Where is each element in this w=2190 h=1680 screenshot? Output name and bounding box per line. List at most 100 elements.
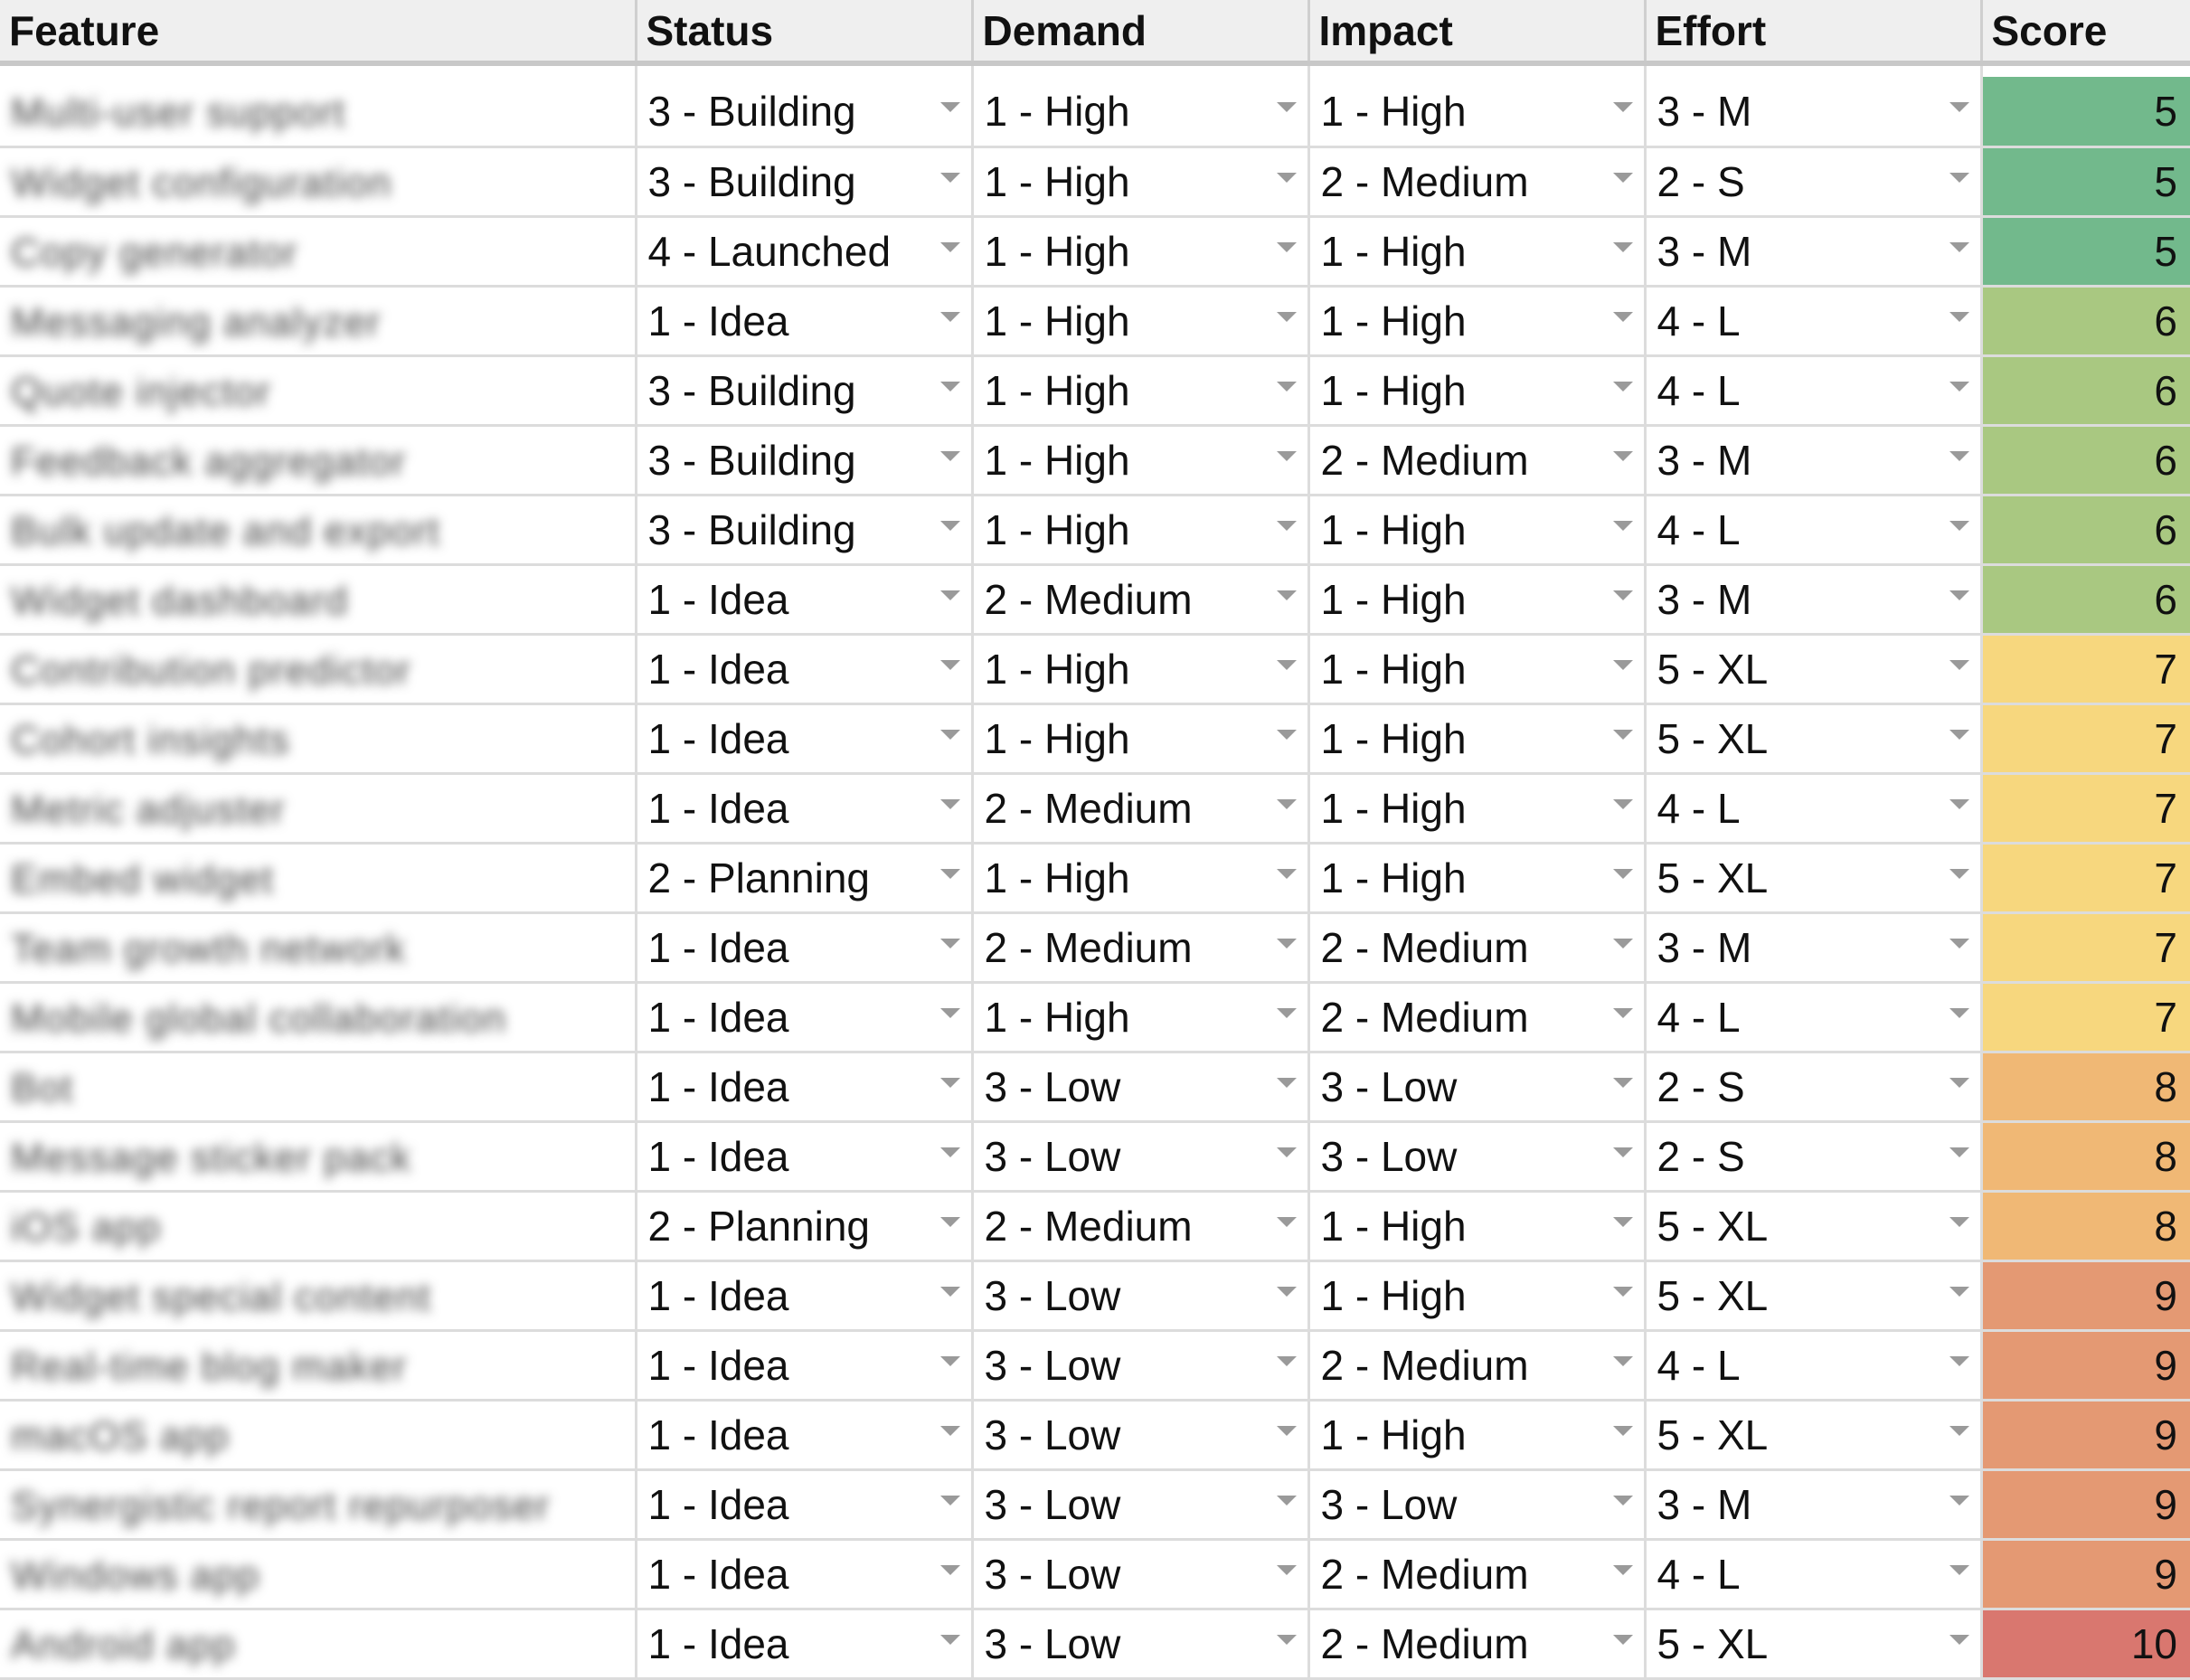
score-cell[interactable]: 9 bbox=[1981, 1330, 2190, 1402]
dropdown-arrow-icon[interactable] bbox=[1612, 1355, 1633, 1366]
dropdown-arrow-icon[interactable] bbox=[1612, 1216, 1633, 1227]
score-cell[interactable]: 5 bbox=[1981, 77, 2190, 148]
impact-dropdown-cell[interactable]: 1 - High bbox=[1308, 1400, 1647, 1471]
dropdown-arrow-icon[interactable] bbox=[1949, 101, 1969, 112]
dropdown-arrow-icon[interactable] bbox=[939, 1564, 960, 1575]
effort-dropdown-cell[interactable]: 5 - XL bbox=[1645, 843, 1983, 914]
dropdown-arrow-icon[interactable] bbox=[1612, 729, 1633, 740]
dropdown-arrow-icon[interactable] bbox=[1276, 520, 1297, 531]
dropdown-arrow-icon[interactable] bbox=[1612, 1147, 1633, 1157]
dropdown-arrow-icon[interactable] bbox=[1949, 938, 1969, 949]
feature-cell[interactable]: Message sticker pack bbox=[0, 1121, 637, 1193]
score-cell[interactable]: 7 bbox=[1981, 982, 2190, 1053]
effort-dropdown-cell[interactable]: 5 - XL bbox=[1645, 1400, 1983, 1471]
dropdown-arrow-icon[interactable] bbox=[1276, 1286, 1297, 1297]
status-dropdown-cell[interactable]: 1 - Idea bbox=[636, 773, 974, 845]
status-dropdown-cell[interactable]: 1 - Idea bbox=[636, 286, 974, 357]
header-status[interactable]: Status bbox=[636, 0, 974, 66]
dropdown-arrow-icon[interactable] bbox=[939, 520, 960, 531]
dropdown-arrow-icon[interactable] bbox=[939, 798, 960, 809]
impact-dropdown-cell[interactable]: 1 - High bbox=[1308, 1191, 1647, 1262]
impact-dropdown-cell[interactable]: 2 - Medium bbox=[1308, 146, 1647, 218]
demand-dropdown-cell[interactable]: 3 - Low bbox=[972, 1539, 1310, 1610]
dropdown-arrow-icon[interactable] bbox=[1612, 1007, 1633, 1018]
dropdown-arrow-icon[interactable] bbox=[1276, 868, 1297, 879]
dropdown-arrow-icon[interactable] bbox=[1276, 938, 1297, 949]
dropdown-arrow-icon[interactable] bbox=[939, 101, 960, 112]
dropdown-arrow-icon[interactable] bbox=[1612, 1634, 1633, 1645]
effort-dropdown-cell[interactable]: 5 - XL bbox=[1645, 1609, 1983, 1680]
effort-dropdown-cell[interactable]: 4 - L bbox=[1645, 982, 1983, 1053]
demand-dropdown-cell[interactable]: 1 - High bbox=[972, 286, 1310, 357]
dropdown-arrow-icon[interactable] bbox=[1612, 1077, 1633, 1088]
score-cell[interactable]: 7 bbox=[1981, 634, 2190, 705]
dropdown-arrow-icon[interactable] bbox=[1949, 1564, 1969, 1575]
dropdown-arrow-icon[interactable] bbox=[939, 172, 960, 183]
status-dropdown-cell[interactable]: 1 - Idea bbox=[636, 564, 974, 636]
feature-cell[interactable]: Android app bbox=[0, 1609, 637, 1680]
status-dropdown-cell[interactable]: 3 - Building bbox=[636, 146, 974, 218]
status-dropdown-cell[interactable]: 1 - Idea bbox=[636, 982, 974, 1053]
effort-dropdown-cell[interactable]: 3 - M bbox=[1645, 216, 1983, 288]
status-dropdown-cell[interactable]: 1 - Idea bbox=[636, 1539, 974, 1610]
demand-dropdown-cell[interactable]: 3 - Low bbox=[972, 1052, 1310, 1123]
impact-dropdown-cell[interactable]: 2 - Medium bbox=[1308, 982, 1647, 1053]
dropdown-arrow-icon[interactable] bbox=[939, 938, 960, 949]
status-dropdown-cell[interactable]: 1 - Idea bbox=[636, 1330, 974, 1402]
dropdown-arrow-icon[interactable] bbox=[1276, 659, 1297, 670]
dropdown-arrow-icon[interactable] bbox=[1276, 1147, 1297, 1157]
demand-dropdown-cell[interactable]: 2 - Medium bbox=[972, 912, 1310, 984]
dropdown-arrow-icon[interactable] bbox=[939, 1077, 960, 1088]
dropdown-arrow-icon[interactable] bbox=[1949, 1216, 1969, 1227]
header-impact[interactable]: Impact bbox=[1308, 0, 1647, 66]
score-cell[interactable]: 10 bbox=[1981, 1609, 2190, 1680]
dropdown-arrow-icon[interactable] bbox=[1949, 172, 1969, 183]
demand-dropdown-cell[interactable]: 3 - Low bbox=[972, 1469, 1310, 1541]
demand-dropdown-cell[interactable]: 2 - Medium bbox=[972, 564, 1310, 636]
dropdown-arrow-icon[interactable] bbox=[1949, 798, 1969, 809]
status-dropdown-cell[interactable]: 1 - Idea bbox=[636, 1469, 974, 1541]
feature-cell[interactable]: Windows app bbox=[0, 1539, 637, 1610]
demand-dropdown-cell[interactable]: 1 - High bbox=[972, 634, 1310, 705]
impact-dropdown-cell[interactable]: 2 - Medium bbox=[1308, 1539, 1647, 1610]
dropdown-arrow-icon[interactable] bbox=[1276, 1077, 1297, 1088]
status-dropdown-cell[interactable]: 1 - Idea bbox=[636, 703, 974, 775]
effort-dropdown-cell[interactable]: 3 - M bbox=[1645, 1469, 1983, 1541]
dropdown-arrow-icon[interactable] bbox=[939, 1216, 960, 1227]
dropdown-arrow-icon[interactable] bbox=[939, 1007, 960, 1018]
dropdown-arrow-icon[interactable] bbox=[1612, 241, 1633, 252]
effort-dropdown-cell[interactable]: 4 - L bbox=[1645, 1330, 1983, 1402]
effort-dropdown-cell[interactable]: 2 - S bbox=[1645, 1052, 1983, 1123]
impact-dropdown-cell[interactable]: 1 - High bbox=[1308, 495, 1647, 566]
score-cell[interactable]: 7 bbox=[1981, 703, 2190, 775]
impact-dropdown-cell[interactable]: 3 - Low bbox=[1308, 1469, 1647, 1541]
feature-cell[interactable]: Messaging analyzer bbox=[0, 286, 637, 357]
score-cell[interactable]: 8 bbox=[1981, 1052, 2190, 1123]
feature-cell[interactable]: Bulk update and export bbox=[0, 495, 637, 566]
score-cell[interactable]: 9 bbox=[1981, 1539, 2190, 1610]
impact-dropdown-cell[interactable]: 3 - Low bbox=[1308, 1121, 1647, 1193]
dropdown-arrow-icon[interactable] bbox=[939, 1425, 960, 1436]
status-dropdown-cell[interactable]: 2 - Planning bbox=[636, 843, 974, 914]
dropdown-arrow-icon[interactable] bbox=[1276, 798, 1297, 809]
feature-cell[interactable]: Bot bbox=[0, 1052, 637, 1123]
dropdown-arrow-icon[interactable] bbox=[1612, 590, 1633, 600]
dropdown-arrow-icon[interactable] bbox=[1276, 241, 1297, 252]
status-dropdown-cell[interactable]: 1 - Idea bbox=[636, 1400, 974, 1471]
demand-dropdown-cell[interactable]: 2 - Medium bbox=[972, 1191, 1310, 1262]
header-score[interactable]: Score bbox=[1981, 0, 2190, 66]
impact-dropdown-cell[interactable]: 2 - Medium bbox=[1308, 1330, 1647, 1402]
impact-dropdown-cell[interactable]: 1 - High bbox=[1308, 355, 1647, 427]
score-cell[interactable]: 6 bbox=[1981, 425, 2190, 496]
dropdown-arrow-icon[interactable] bbox=[1276, 1425, 1297, 1436]
dropdown-arrow-icon[interactable] bbox=[1612, 450, 1633, 461]
dropdown-arrow-icon[interactable] bbox=[939, 381, 960, 392]
header-feature[interactable]: Feature bbox=[0, 0, 637, 66]
dropdown-arrow-icon[interactable] bbox=[1949, 1495, 1969, 1505]
feature-cell[interactable]: macOS app bbox=[0, 1400, 637, 1471]
dropdown-arrow-icon[interactable] bbox=[939, 1355, 960, 1366]
impact-dropdown-cell[interactable]: 1 - High bbox=[1308, 773, 1647, 845]
impact-dropdown-cell[interactable]: 1 - High bbox=[1308, 703, 1647, 775]
feature-cell[interactable]: Real-time blog maker bbox=[0, 1330, 637, 1402]
demand-dropdown-cell[interactable]: 1 - High bbox=[972, 216, 1310, 288]
